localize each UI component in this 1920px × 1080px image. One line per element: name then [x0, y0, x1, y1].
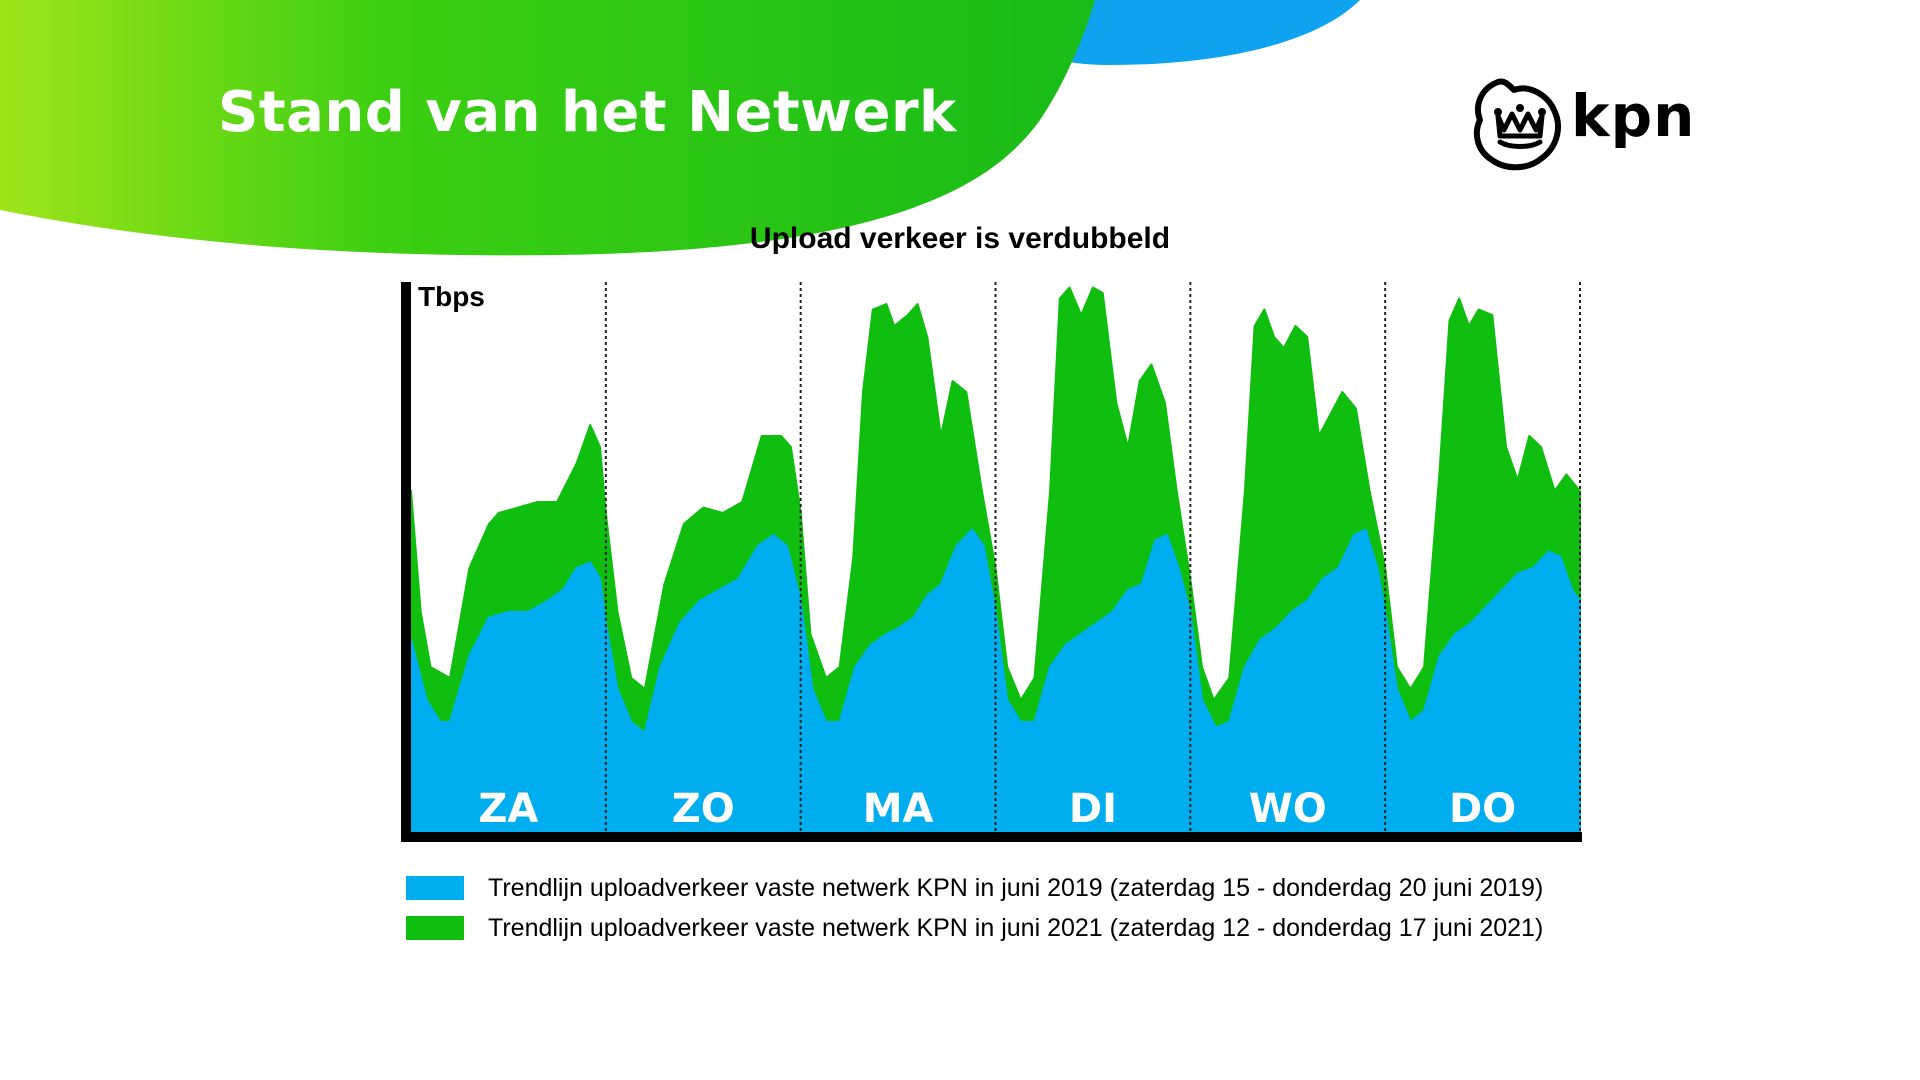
- kpn-crown-icon: [1473, 78, 1561, 171]
- kpn-logo: kpn: [1470, 74, 1700, 174]
- blue-wave-shape: [1020, 0, 1360, 65]
- day-label-wo: WO: [1249, 786, 1327, 832]
- legend-label-2019: Trendlijn uploadverkeer vaste netwerk KP…: [488, 873, 1544, 902]
- header-wave-shapes: [0, 0, 1360, 256]
- day-label-zo: ZO: [672, 786, 735, 832]
- day-label-ma: MA: [863, 786, 934, 832]
- day-label-do: DO: [1449, 786, 1516, 832]
- upload-traffic-chart: ZA ZO MA DI WO DO Tbps: [401, 281, 1582, 842]
- slide-title: Stand van het Netwerk: [218, 80, 957, 145]
- chart-legend: Trendlijn uploadverkeer vaste netwerk KP…: [406, 868, 1543, 948]
- day-label-za: ZA: [478, 786, 538, 832]
- legend-item-2019: Trendlijn uploadverkeer vaste netwerk KP…: [406, 868, 1543, 908]
- chart-title: Upload verkeer is verdubbeld: [749, 222, 1171, 255]
- legend-swatch-blue: [406, 876, 464, 900]
- y-axis-label: Tbps: [418, 281, 485, 312]
- legend-label-2021: Trendlijn uploadverkeer vaste netwerk KP…: [488, 913, 1544, 942]
- legend-item-2021: Trendlijn uploadverkeer vaste netwerk KP…: [406, 908, 1543, 948]
- green-wave-shape: [0, 0, 1095, 256]
- legend-swatch-green: [406, 916, 464, 940]
- kpn-wordmark: kpn: [1571, 82, 1696, 150]
- day-label-di: DI: [1069, 786, 1117, 832]
